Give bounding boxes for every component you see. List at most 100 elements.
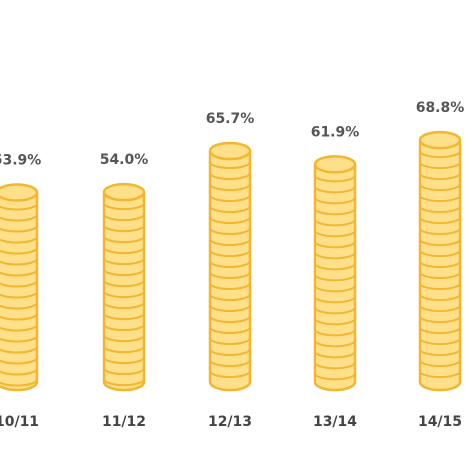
coin-edge <box>419 172 461 181</box>
coin-edge <box>103 246 145 255</box>
coin-edge <box>209 293 251 301</box>
value-label: 68.8% <box>416 100 465 116</box>
coin-edge <box>0 291 38 299</box>
coin-edge <box>103 345 145 354</box>
coin-edge <box>419 227 461 236</box>
coin-edge <box>314 296 356 304</box>
coin-edge <box>419 271 461 280</box>
coin-edge <box>209 326 251 334</box>
stack-top <box>418 130 462 150</box>
stack-top <box>102 182 146 202</box>
coin-edge <box>103 224 145 233</box>
coin-edge <box>103 213 145 222</box>
bars-group <box>0 130 462 392</box>
coin-edge <box>419 260 461 269</box>
stack-bottom <box>208 381 252 392</box>
category-label: 12/13 <box>208 414 252 430</box>
coin-edge <box>209 304 251 312</box>
coin-edge <box>103 301 145 310</box>
coin-edge <box>314 241 356 249</box>
coin-edge <box>0 324 38 332</box>
coin-edge <box>314 208 356 216</box>
coin-edge <box>314 340 356 348</box>
coin-edge <box>103 356 145 365</box>
coin-edge <box>314 197 356 205</box>
coin-edge <box>209 370 251 378</box>
coin-edge <box>314 373 356 381</box>
coin-edge <box>419 249 461 258</box>
coin-edge <box>0 280 38 288</box>
coin-edge <box>314 263 356 271</box>
coin-edge <box>314 307 356 315</box>
coin-edge <box>314 252 356 260</box>
coin-edge <box>103 279 145 288</box>
coin-edge <box>209 194 251 202</box>
coin-edge <box>209 161 251 169</box>
coin-edge <box>103 268 145 277</box>
category-label: 13/14 <box>313 414 357 430</box>
coin-edge <box>103 257 145 266</box>
stack-bottom <box>313 381 357 392</box>
coin-edge <box>419 150 461 159</box>
coin-edge <box>419 348 461 357</box>
coin-edge <box>103 334 145 343</box>
coin-edge <box>314 285 356 293</box>
coin-edge <box>209 249 251 257</box>
coin-edge <box>103 202 145 211</box>
bar-11-12 <box>102 182 146 392</box>
coin-edge <box>314 318 356 326</box>
coin-edge <box>314 219 356 227</box>
coin-edge <box>0 236 38 244</box>
coin-edge <box>419 282 461 291</box>
coin-edge <box>103 367 145 376</box>
coin-edge <box>209 260 251 268</box>
value-label: 65.7% <box>206 111 255 127</box>
coin-edge <box>419 205 461 214</box>
coin-edge <box>419 326 461 335</box>
coin-edge <box>103 378 145 387</box>
coin-edge <box>0 335 38 343</box>
coin-edge <box>0 258 38 266</box>
stack-body <box>315 164 355 382</box>
labels-group: 53.9% 10/11 54.0% 11/12 65.7% 12/13 61.9% 13/14… <box>0 100 464 430</box>
coin-edge <box>314 175 356 183</box>
coin-edge <box>419 183 461 192</box>
coin-edge <box>0 346 38 354</box>
coin-edge <box>419 293 461 302</box>
coin-edge <box>419 194 461 203</box>
coin-edge <box>103 323 145 332</box>
value-label: 54.0% <box>100 152 149 168</box>
coin-edge <box>103 235 145 244</box>
stack-top <box>0 183 39 202</box>
coin-edge <box>103 312 145 321</box>
coin-edge <box>0 269 38 277</box>
category-label: 11/12 <box>102 414 146 430</box>
stack-bottom <box>418 381 462 392</box>
coin-edge <box>209 282 251 290</box>
coin-edge <box>209 315 251 323</box>
value-label: 61.9% <box>311 124 360 140</box>
coin-edge <box>0 313 38 321</box>
coin-edge <box>209 172 251 180</box>
coin-edge <box>419 315 461 324</box>
coin-edge <box>314 329 356 337</box>
coin-edge <box>209 205 251 213</box>
bar-13-14 <box>313 155 357 392</box>
coin-edge <box>209 227 251 235</box>
coin-edge <box>419 337 461 346</box>
coin-edge <box>419 370 461 379</box>
coin-edge <box>419 304 461 313</box>
coin-edge <box>0 225 38 233</box>
coin-edge <box>314 362 356 370</box>
bar-10-11 <box>0 183 39 392</box>
bar-14-15 <box>418 130 462 392</box>
category-label: 10/11 <box>0 414 39 430</box>
coin-edge <box>209 183 251 191</box>
coin-edge <box>419 238 461 247</box>
coin-edge <box>314 351 356 359</box>
coin-edge <box>419 161 461 170</box>
coin-edge <box>0 203 38 211</box>
stack-top <box>208 141 252 161</box>
coin-edge <box>209 337 251 345</box>
